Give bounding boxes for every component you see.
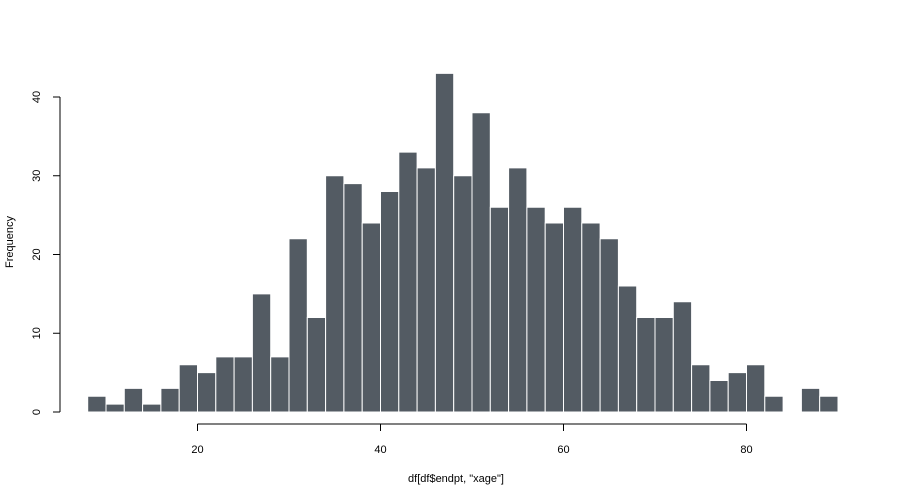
histogram-bar — [197, 372, 217, 413]
histogram-bar — [654, 317, 674, 413]
histogram-bar — [563, 206, 583, 413]
histogram-bar — [233, 356, 253, 413]
histogram-bar — [142, 403, 162, 413]
histogram-bar — [306, 317, 327, 413]
histogram-bar — [617, 285, 638, 413]
histogram-bar — [123, 387, 144, 413]
histogram-bar — [508, 167, 528, 413]
histogram-bar — [178, 364, 198, 413]
y-tick-label: 20 — [31, 248, 43, 260]
y-axis: 0 10 20 30 40 — [31, 91, 61, 415]
x-tick-label: 80 — [740, 444, 752, 456]
histogram-bar — [105, 403, 125, 413]
histogram-bar — [416, 167, 436, 413]
x-tick-label: 60 — [557, 444, 569, 456]
bars-group — [87, 72, 839, 413]
histogram-bar — [380, 191, 400, 413]
histogram-bar — [489, 206, 510, 413]
x-axis: 20 40 60 80 — [191, 423, 753, 456]
histogram-bar — [325, 175, 345, 413]
x-tick-label: 40 — [374, 444, 386, 456]
histogram-bar — [251, 293, 272, 413]
histogram-bar — [672, 301, 693, 413]
histogram-bar — [819, 395, 839, 413]
x-axis-label: df[df$endpt, "xage"] — [408, 473, 504, 485]
histogram-bar — [599, 238, 619, 413]
histogram-bar — [434, 72, 455, 413]
histogram-bar — [746, 364, 766, 413]
histogram-bar — [526, 206, 546, 413]
x-tick-label: 20 — [191, 444, 203, 456]
histogram-bar — [87, 395, 107, 413]
histogram-bar — [544, 222, 565, 413]
y-tick-label: 40 — [31, 91, 43, 103]
histogram-bar — [270, 356, 290, 413]
histogram-bar — [709, 380, 729, 413]
histogram-bar — [343, 183, 363, 413]
histogram-bar — [691, 364, 711, 413]
histogram-bar — [215, 356, 235, 413]
y-tick-label: 10 — [31, 327, 43, 339]
histogram-bar — [764, 395, 784, 413]
histogram-bar — [361, 222, 382, 413]
histogram-bar — [288, 238, 308, 413]
histogram-bar — [800, 387, 821, 413]
histogram-bar — [727, 372, 748, 413]
y-tick-label: 0 — [31, 409, 43, 415]
histogram-bar — [453, 175, 473, 413]
histogram-bar — [160, 387, 180, 413]
histogram-bar — [471, 112, 491, 413]
histogram-bar — [398, 151, 418, 413]
histogram-bar — [636, 317, 656, 413]
y-tick-label: 30 — [31, 170, 43, 182]
y-axis-label: Frequency — [4, 216, 16, 268]
histogram-bar — [581, 222, 601, 413]
